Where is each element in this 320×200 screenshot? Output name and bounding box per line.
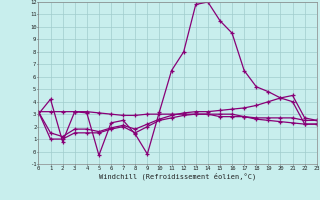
X-axis label: Windchill (Refroidissement éolien,°C): Windchill (Refroidissement éolien,°C) [99,172,256,180]
